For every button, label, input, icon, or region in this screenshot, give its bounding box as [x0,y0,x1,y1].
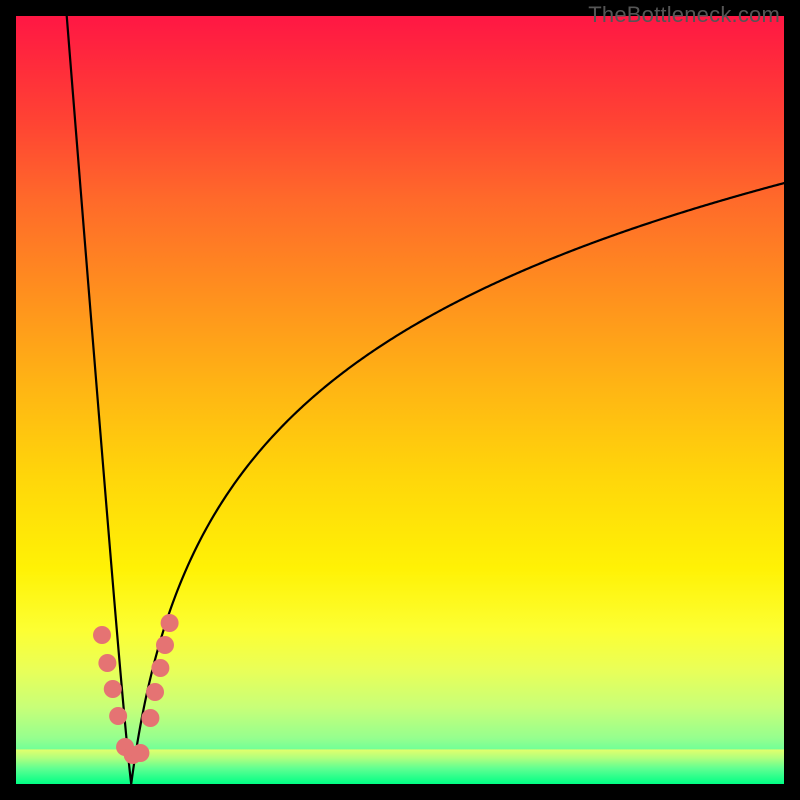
watermark-text: TheBottleneck.com [588,2,780,28]
outer-frame: TheBottleneck.com [0,0,800,800]
plot-area [16,16,784,784]
chart-svg [16,16,784,784]
